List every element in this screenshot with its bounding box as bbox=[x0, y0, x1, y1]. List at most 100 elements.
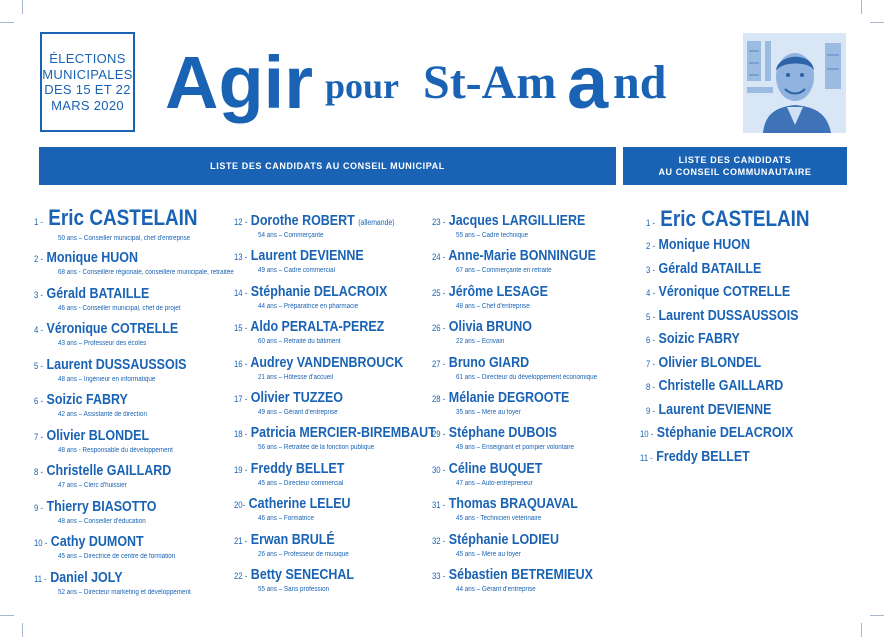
candidate-description: 43 ans – Professeur des écoles bbox=[58, 340, 147, 347]
candidate-name: Laurent DEVIENNE bbox=[658, 401, 772, 418]
candidate-name-line: 1 - Eric CASTELAIN bbox=[34, 206, 198, 234]
banner-municipal-label: LISTE DES CANDIDATS AU CONSEIL MUNICIPAL bbox=[210, 161, 445, 171]
municipal-candidate: 2 - Monique HUON 68 ans - Conseillère rég… bbox=[34, 250, 253, 277]
crop-mark bbox=[870, 615, 884, 616]
candidate-name: Stéphanie LODIEU bbox=[448, 531, 559, 548]
candidate-name-line: 19 - Freddy BELLET bbox=[234, 461, 344, 479]
municipal-candidate: 8 - Christelle GAILLARD 47 ans – Clerc d'… bbox=[34, 463, 194, 490]
municipal-candidate: 29 - Stéphane DUBOIS 49 ans – Enseignant … bbox=[432, 425, 587, 452]
candidate-name-line: 3 - Gérald BATAILLE bbox=[646, 261, 761, 279]
crop-mark bbox=[22, 0, 23, 14]
municipal-candidate: 1 - Eric CASTELAIN 50 ans – Conseiller mu… bbox=[34, 206, 224, 243]
candidate-note: (allemande) bbox=[358, 218, 395, 227]
crop-mark bbox=[870, 22, 884, 23]
candidate-photo bbox=[743, 33, 846, 133]
candidate-name-line: 26 - Olivia BRUNO bbox=[432, 319, 532, 337]
municipal-candidate: 20- Catherine LELEU 46 ans – Formatrice bbox=[234, 496, 369, 523]
candidate-number: 33 - bbox=[432, 571, 446, 581]
candidate-description: 61 ans – Directeur du développement écon… bbox=[456, 373, 598, 381]
banner-communautaire-label: LISTE DES CANDIDATS bbox=[678, 155, 792, 165]
municipal-candidate: 3 - Gérald BATAILLE 46 ans - Conseiller m… bbox=[34, 286, 194, 313]
candidate-description: 42 ans – Assistante de direction bbox=[58, 411, 147, 418]
candidate-description: 49 ans – Gérant d'entreprise bbox=[258, 409, 338, 416]
communautaire-candidate: 6 - Soizic FABRY bbox=[646, 331, 755, 349]
candidate-name-line: 8 - Christelle GAILLARD bbox=[34, 463, 171, 481]
communautaire-candidate: 9 - Laurent DEVIENNE bbox=[646, 402, 792, 420]
municipal-candidate: 21 - Erwan BRULÉ 26 ans – Professeur de m… bbox=[234, 532, 359, 559]
candidate-description: 26 ans – Professeur de musique bbox=[258, 550, 349, 558]
municipal-candidate: 5 - Laurent DUSSAUSSOIS 48 ans – Ingénieu… bbox=[34, 357, 211, 384]
candidate-name: Soizic FABRY bbox=[46, 392, 128, 408]
election-line: ÉLECTIONS bbox=[49, 51, 126, 66]
candidate-description: 49 ans – Enseignant et pompier volontair… bbox=[456, 444, 575, 452]
candidate-name-line: 15 - Aldo PERALTA-PEREZ bbox=[234, 319, 384, 337]
candidate-name: Dorothe ROBERT bbox=[250, 213, 355, 229]
candidate-number: 24 - bbox=[432, 252, 446, 263]
candidate-name-line: 1 - Eric CASTELAIN bbox=[646, 207, 810, 235]
candidate-description: 50 ans – Conseiller municipal, chef d'en… bbox=[58, 235, 191, 242]
candidate-name: Laurent DUSSAUSSOIS bbox=[658, 307, 799, 324]
candidate-name-line: 21 - Erwan BRULÉ bbox=[234, 532, 341, 550]
candidate-name: Sébastien BETREMIEUX bbox=[448, 567, 593, 583]
candidate-name-line: 29 - Stéphane DUBOIS bbox=[432, 425, 565, 443]
candidate-number: 10 - bbox=[640, 429, 654, 439]
municipal-candidate: 12 - Dorothe ROBERT (allemande) 54 ans – … bbox=[234, 213, 421, 240]
candidate-number: 14 - bbox=[234, 287, 248, 298]
candidate-description: 54 ans – Commerçante bbox=[258, 232, 324, 239]
candidate-number: 17 - bbox=[234, 394, 248, 404]
candidate-name-line: 24 - Anne-Marie BONNINGUE bbox=[432, 248, 596, 266]
candidate-number: 11 - bbox=[34, 573, 47, 584]
candidate-name-line: 32 - Stéphanie LODIEU bbox=[432, 532, 559, 550]
candidate-number: 7 - bbox=[34, 431, 44, 442]
candidate-number: 10 - bbox=[34, 538, 48, 548]
candidate-name: Monique HUON bbox=[658, 237, 750, 253]
candidate-name-line: 22 - Betty SENECHAL bbox=[234, 567, 354, 585]
candidate-name-line: 12 - Dorothe ROBERT (allemande) bbox=[234, 213, 395, 231]
communautaire-candidate: 3 - Gérald BATAILLE bbox=[646, 261, 780, 279]
candidate-name-line: 5 - Laurent DUSSAUSSOIS bbox=[34, 357, 186, 375]
candidate-number: 20- bbox=[234, 500, 246, 511]
banner-communautaire-label: AU CONSEIL COMMUNAUTAIRE bbox=[658, 167, 812, 177]
municipal-candidate: 31 - Thomas BRAQUAVAL 45 ans - Technicien… bbox=[432, 496, 602, 523]
candidate-number: 6 - bbox=[34, 396, 44, 406]
candidate-name: Mélanie DEGROOTE bbox=[448, 390, 570, 406]
candidate-name-line: 4 - Véronique COTRELLE bbox=[34, 321, 178, 339]
candidate-number: 22 - bbox=[234, 571, 248, 581]
municipal-candidate: 28 - Mélanie DEGROOTE 35 ans – Mère au fo… bbox=[432, 390, 592, 417]
candidate-description: 45 ans – Mère au foyer bbox=[456, 550, 521, 558]
municipal-candidate: 17 - Olivier TUZZEO 49 ans – Gérant d'ent… bbox=[234, 390, 361, 417]
candidate-description: 55 ans – Cadre technique bbox=[456, 232, 529, 239]
candidate-description: 45 ans – Directrice de centre de formati… bbox=[58, 553, 176, 560]
municipal-candidate: 22 - Betty SENECHAL 55 ans – Sans profess… bbox=[234, 567, 374, 594]
candidate-name: Erwan BRULÉ bbox=[250, 531, 335, 548]
municipal-candidate: 32 - Stéphanie LODIEU 45 ans – Mère au fo… bbox=[432, 532, 580, 559]
candidate-description: 48 ans – Ingénieur en informatique bbox=[58, 375, 156, 383]
candidate-description: 35 ans – Mère au foyer bbox=[456, 409, 521, 416]
candidate-description: 52 ans – Directeur marketing et développ… bbox=[58, 588, 191, 596]
candidate-name: Betty SENECHAL bbox=[250, 567, 355, 583]
candidate-name-line: 25 - Jérôme LESAGE bbox=[432, 284, 548, 302]
candidate-name: Audrey VANDENBROUCK bbox=[250, 354, 404, 371]
candidate-name-line: 7 - Olivier BLONDEL bbox=[646, 355, 761, 373]
candidate-name-line: 13 - Laurent DEVIENNE bbox=[234, 248, 364, 266]
municipal-candidate: 19 - Freddy BELLET 45 ans – Directeur com… bbox=[234, 461, 362, 488]
municipal-candidate: 7 - Olivier BLONDEL 48 ans - Responsable … bbox=[34, 428, 186, 455]
candidate-name-line: 9 - Thierry BIASOTTO bbox=[34, 499, 156, 517]
candidate-name-line: 14 - Stéphanie DELACROIX bbox=[234, 284, 387, 302]
candidate-description: 55 ans – Sans profession bbox=[258, 586, 330, 593]
municipal-candidate: 10 - Cathy DUMONT 45 ans – Directrice de … bbox=[34, 534, 188, 561]
candidate-name: Daniel JOLY bbox=[50, 569, 123, 586]
candidate-name: Soizic FABRY bbox=[658, 331, 740, 347]
candidate-number: 19 - bbox=[234, 464, 248, 475]
candidate-name: Patricia MERCIER-BIREMBAUT bbox=[250, 425, 436, 442]
candidate-number: 3 - bbox=[646, 264, 656, 275]
candidate-number: 16 - bbox=[234, 358, 248, 369]
candidate-name: Thomas BRAQUAVAL bbox=[448, 496, 578, 513]
candidate-number: 28 - bbox=[432, 394, 446, 404]
candidate-name-line: 8 - Christelle GAILLARD bbox=[646, 378, 783, 396]
municipal-candidate: 26 - Olivia BRUNO 22 ans – Ecrivain bbox=[432, 319, 548, 346]
candidate-description: 60 ans – Retraité du bâtiment bbox=[258, 338, 341, 346]
crop-mark bbox=[861, 0, 862, 14]
banner-municipal: LISTE DES CANDIDATS AU CONSEIL MUNICIPAL bbox=[39, 147, 616, 185]
candidate-number: 29 - bbox=[432, 429, 446, 440]
